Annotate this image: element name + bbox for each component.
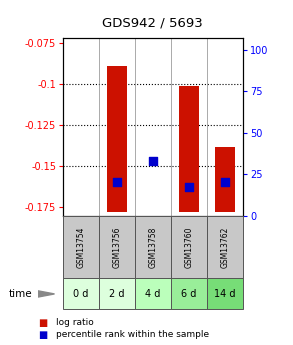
Bar [135, 216, 171, 278]
Bar [63, 216, 99, 278]
Bar [179, 86, 199, 212]
Polygon shape [38, 291, 54, 297]
Bar [207, 278, 243, 309]
Text: GSM13762: GSM13762 [221, 226, 230, 268]
Text: GDS942 / 5693: GDS942 / 5693 [102, 17, 203, 30]
Bar [107, 66, 127, 212]
Text: log ratio: log ratio [56, 318, 93, 327]
Bar [63, 278, 99, 309]
Text: 14 d: 14 d [214, 289, 236, 298]
Point [151, 158, 155, 164]
Text: 4 d: 4 d [145, 289, 161, 298]
Text: percentile rank within the sample: percentile rank within the sample [56, 330, 209, 339]
Bar [99, 278, 135, 309]
Text: GSM13754: GSM13754 [76, 226, 86, 268]
Text: 6 d: 6 d [181, 289, 197, 298]
Bar [99, 216, 135, 278]
Text: 0 d: 0 d [73, 289, 89, 298]
Point [223, 180, 228, 185]
Bar [135, 278, 171, 309]
Bar [171, 278, 207, 309]
Text: GSM13758: GSM13758 [149, 226, 158, 268]
Point [115, 180, 120, 185]
Bar [171, 216, 207, 278]
Text: time: time [9, 289, 33, 299]
Text: ■: ■ [38, 330, 47, 339]
Bar [207, 216, 243, 278]
Point [187, 185, 192, 190]
Bar [215, 147, 235, 212]
Text: GSM13756: GSM13756 [113, 226, 122, 268]
Text: ■: ■ [38, 318, 47, 327]
Text: GSM13760: GSM13760 [185, 226, 194, 268]
Text: 2 d: 2 d [109, 289, 125, 298]
